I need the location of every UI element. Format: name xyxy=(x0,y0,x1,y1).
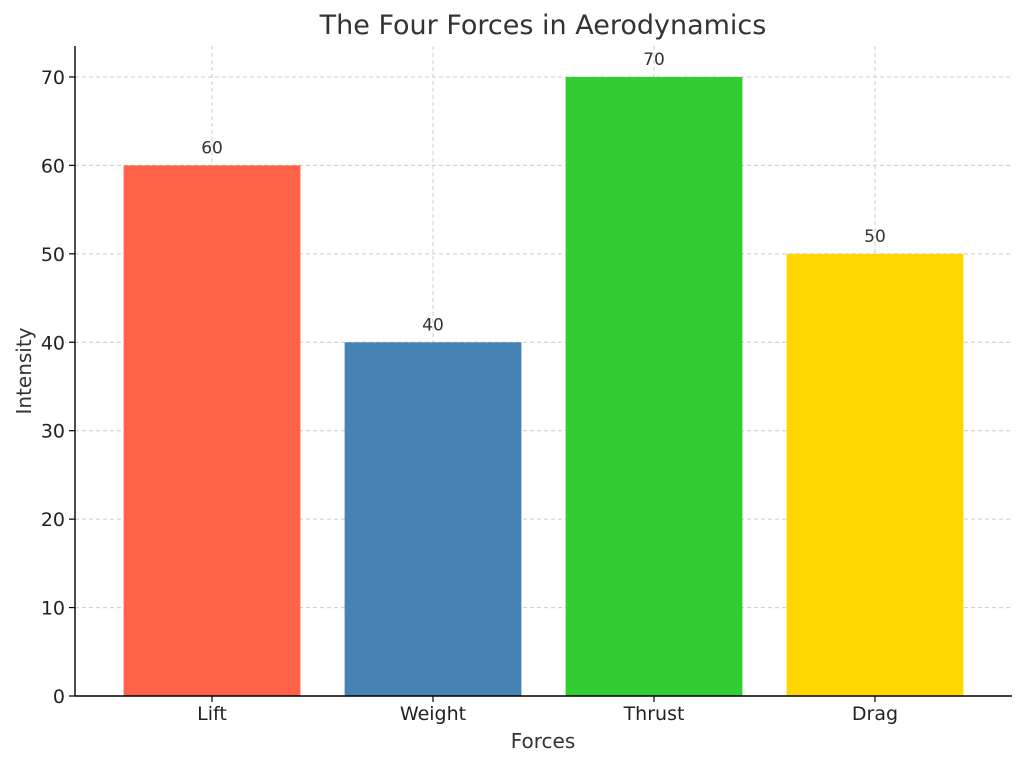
chart-title: The Four Forces in Aerodynamics xyxy=(319,10,767,41)
data-label-weight: 40 xyxy=(422,315,444,335)
bar-thrust xyxy=(565,76,743,696)
x-axis-label: Forces xyxy=(511,729,576,753)
y-tick-label: 50 xyxy=(41,244,65,266)
y-tick-label: 60 xyxy=(41,155,65,177)
y-tick-label: 10 xyxy=(41,598,65,620)
bar-lift xyxy=(123,165,301,696)
x-tick-label-drag: Drag xyxy=(852,703,898,725)
data-labels: 60 40 70 50 xyxy=(201,50,886,335)
x-tick-label-lift: Lift xyxy=(197,703,227,725)
y-tick-label: 30 xyxy=(41,421,65,443)
y-tick-label: 0 xyxy=(53,686,65,708)
axes xyxy=(74,46,1012,697)
x-tick-label-weight: Weight xyxy=(400,703,466,725)
y-tick-label: 70 xyxy=(41,67,65,89)
bar-weight xyxy=(344,342,522,696)
y-tick-label: 20 xyxy=(41,509,65,531)
data-label-lift: 60 xyxy=(201,138,223,158)
x-tick-label-thrust: Thrust xyxy=(623,703,685,725)
y-tick-label: 40 xyxy=(41,332,65,354)
ticks: 0 10 20 30 40 50 60 70 Lift Weight Thrust Drag xyxy=(41,67,898,725)
y-axis-label: Intensity xyxy=(12,327,36,414)
bar-drag xyxy=(786,253,964,697)
data-label-drag: 50 xyxy=(864,227,886,247)
data-label-thrust: 70 xyxy=(643,50,665,70)
bars xyxy=(123,76,964,697)
